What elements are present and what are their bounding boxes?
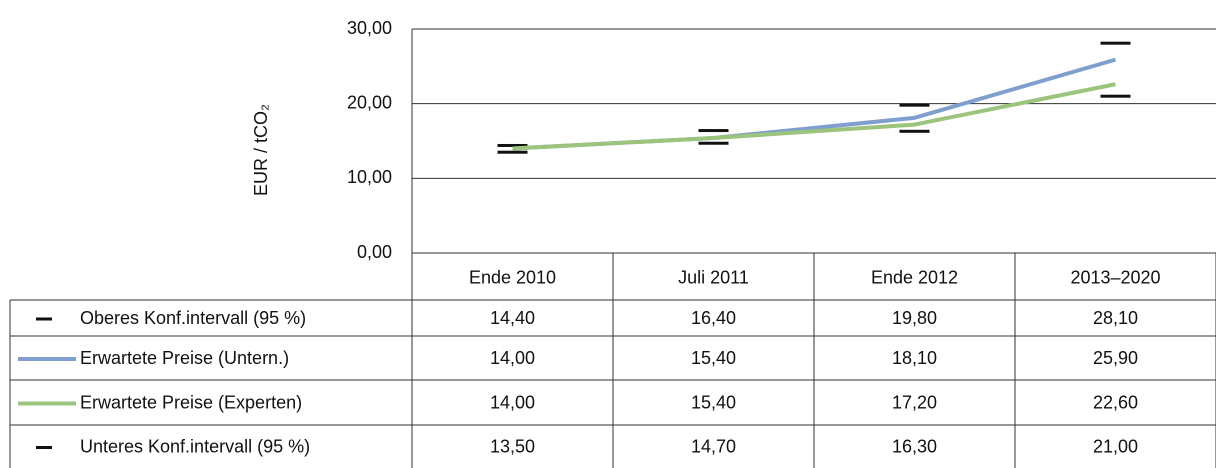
x-tick-label: Ende 2010 xyxy=(469,267,556,287)
marker xyxy=(698,141,729,145)
table-cell: 28,10 xyxy=(1093,308,1138,328)
table-cell: 16,30 xyxy=(892,436,937,456)
x-tick-label: Ende 2012 xyxy=(871,267,958,287)
table-cell: 19,80 xyxy=(892,308,937,328)
x-tick-label: 2013–2020 xyxy=(1070,267,1160,287)
table-cell: 15,40 xyxy=(691,348,736,368)
legend-key xyxy=(36,446,52,449)
marker xyxy=(497,150,528,154)
y-tick-label: 20,00 xyxy=(347,92,392,112)
legend-label: Erwartete Preise (Experten) xyxy=(80,392,302,412)
table-cell: 14,40 xyxy=(490,308,535,328)
table-cell: 22,60 xyxy=(1093,392,1138,412)
table-cell: 13,50 xyxy=(490,436,535,456)
marker xyxy=(698,129,729,133)
y-tick-label: 10,00 xyxy=(347,167,392,187)
table-cell: 15,40 xyxy=(691,392,736,412)
marker xyxy=(1100,94,1131,98)
table-cell: 16,40 xyxy=(691,308,736,328)
legend-label: Unteres Konf.intervall (95 %) xyxy=(80,436,310,456)
y-axis-label: EUR / tCO₂ xyxy=(251,104,271,196)
legend-label: Oberes Konf.intervall (95 %) xyxy=(80,308,306,328)
y-tick-label: 0,00 xyxy=(357,242,392,262)
x-tick-label: Juli 2011 xyxy=(678,267,749,287)
marker xyxy=(899,103,930,107)
series-line xyxy=(512,82,1116,151)
table-cell: 25,90 xyxy=(1093,348,1138,368)
marker xyxy=(497,143,528,147)
legend-key xyxy=(36,317,52,321)
table-cell: 14,00 xyxy=(490,392,535,412)
marker xyxy=(899,129,930,133)
marker xyxy=(1100,41,1131,45)
y-tick-label: 30,00 xyxy=(347,18,392,38)
table-cell: 17,20 xyxy=(892,392,937,412)
table-cell: 14,70 xyxy=(691,436,736,456)
table-cell: 21,00 xyxy=(1093,436,1138,456)
legend-label: Erwartete Preise (Untern.) xyxy=(80,348,289,368)
table-cell: 14,00 xyxy=(490,348,535,368)
table-cell: 18,10 xyxy=(892,348,937,368)
